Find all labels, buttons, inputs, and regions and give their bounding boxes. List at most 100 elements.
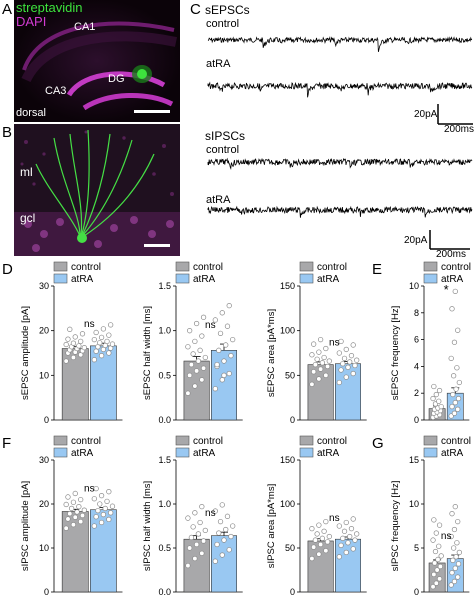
legend-label-atra: atRA — [441, 274, 464, 285]
data-point — [436, 522, 443, 528]
legend-swatch-atra — [423, 273, 438, 284]
data-point — [228, 533, 234, 540]
data-point — [450, 545, 457, 551]
data-point — [438, 403, 444, 410]
data-point — [63, 358, 69, 364]
data-point — [81, 507, 87, 513]
data-point — [91, 336, 97, 343]
y-axis-label: sEPSC half width [ms] — [142, 306, 153, 400]
y-axis-label: sIPSC area [pA*ms] — [266, 484, 277, 568]
significance-label: ns — [329, 513, 340, 524]
micrograph-granule-cell: ml gcl — [14, 124, 180, 256]
legend-label-atra: atRA — [71, 448, 94, 459]
data-point — [212, 508, 218, 514]
legend-swatch-control — [175, 261, 190, 272]
y-axis-label: sIPSC amplitude [pA] — [20, 481, 31, 571]
data-point — [192, 383, 198, 389]
data-point — [106, 332, 112, 338]
data-point — [217, 518, 224, 525]
data-point — [104, 498, 110, 505]
data-point — [70, 522, 77, 528]
data-point — [226, 303, 232, 309]
panel-label-b: B — [2, 124, 13, 141]
data-point — [104, 338, 110, 345]
data-point — [448, 582, 454, 588]
y-tick-label: 0.5 — [158, 370, 171, 380]
y-tick-label: 150 — [280, 455, 295, 465]
data-point — [316, 376, 322, 382]
legend-label-control: control — [441, 436, 471, 447]
data-point — [338, 367, 344, 373]
data-point — [202, 527, 208, 534]
data-point — [212, 558, 218, 564]
data-point — [451, 410, 458, 416]
legend-label-control: control — [193, 262, 223, 273]
data-point — [78, 338, 84, 345]
data-point — [100, 326, 107, 332]
data-point — [324, 363, 331, 370]
data-point — [454, 365, 460, 371]
scale-time-bottom: 200ms — [436, 249, 467, 260]
data-point — [65, 516, 71, 522]
data-point — [190, 351, 196, 357]
legend-swatch-control — [299, 435, 314, 446]
data-point — [106, 489, 112, 495]
legend-swatch-control — [423, 261, 438, 272]
data-point — [433, 580, 439, 586]
legend-label-atra: atRA — [193, 448, 216, 459]
label-ca3: CA3 — [45, 85, 67, 97]
data-point — [109, 341, 116, 347]
data-point — [438, 553, 444, 559]
data-point — [451, 578, 458, 585]
y-tick-label: 30 — [39, 281, 49, 291]
data-point — [455, 574, 461, 580]
legend-swatch-control — [53, 435, 68, 446]
significance-label: ns — [205, 508, 216, 519]
data-point — [187, 328, 193, 334]
y-tick-label: 6 — [414, 335, 419, 345]
data-point — [224, 323, 231, 329]
data-point — [324, 539, 331, 545]
scale-time-top: 200ms — [444, 124, 474, 135]
data-point — [224, 513, 231, 519]
data-point — [199, 377, 205, 383]
data-point — [431, 383, 437, 390]
data-point — [338, 542, 344, 549]
data-point — [76, 343, 82, 349]
data-point — [319, 360, 326, 366]
scale-current-bottom: 20pA — [404, 235, 428, 246]
data-point — [67, 326, 73, 332]
data-point — [216, 347, 222, 353]
legend-label-control: control — [317, 436, 347, 447]
data-point — [309, 555, 315, 562]
panel-label-a: A — [2, 1, 13, 18]
legend-swatch-control — [53, 261, 68, 272]
data-point — [216, 530, 222, 536]
y-tick-label: 20 — [39, 499, 49, 509]
data-point — [70, 499, 77, 505]
legend-label-control: control — [317, 262, 347, 273]
y-tick-label: 1.5 — [158, 281, 171, 291]
label-ml: ml — [20, 165, 33, 179]
data-point — [309, 525, 315, 532]
data-point — [432, 560, 438, 566]
data-point — [340, 361, 346, 367]
panel-label-c: C — [190, 1, 201, 18]
legend-label-atra: atRA — [441, 448, 464, 459]
data-point — [93, 485, 99, 492]
y-tick-label: 2 — [414, 388, 419, 398]
legend-label-atra: atRA — [317, 448, 340, 459]
legend-swatch-atra — [53, 273, 68, 284]
y-tick-label: 10 — [409, 281, 419, 291]
data-point — [188, 361, 195, 368]
sipsc-control-label: control — [206, 144, 240, 156]
data-point — [185, 562, 191, 569]
y-tick-label: 1.0 — [158, 499, 171, 509]
trace-sipsc-atra — [207, 205, 473, 218]
legend-label-atra: atRA — [317, 274, 340, 285]
data-point — [452, 399, 458, 406]
y-tick-label: 1.5 — [158, 455, 171, 465]
